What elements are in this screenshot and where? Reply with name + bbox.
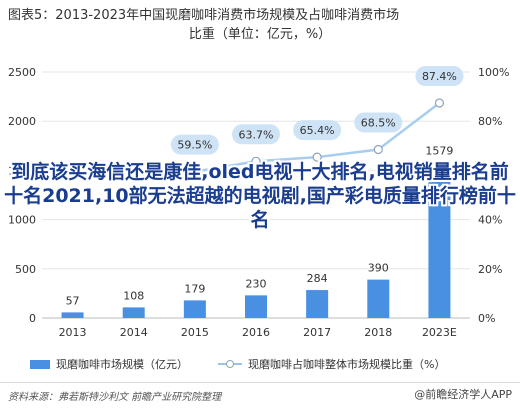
y-left-tick-label: 2500 [8, 66, 36, 79]
line-label-bubble [354, 112, 403, 133]
x-tick-label: 2018 [364, 326, 392, 339]
chart-title-line2: 比重（单位：亿元，%） [188, 27, 332, 42]
bar [122, 307, 145, 318]
line-label-bubble [293, 120, 342, 141]
x-tick-label: 2013 [59, 326, 87, 339]
y-right-tick-label: 80% [478, 115, 502, 128]
bar-value-label: 57 [66, 294, 80, 307]
y-right-tick-label: 100% [478, 66, 509, 79]
y-left-tick-label: 1500 [8, 164, 36, 177]
line-point [434, 98, 445, 108]
chart-title-line1: 图表5：2013-2023年中国现磨咖啡消费市场规模及占咖啡消费市场 [8, 8, 400, 23]
bar [306, 290, 329, 318]
y-right-tick-label: 20% [478, 263, 502, 276]
legend-line-swatch [218, 359, 242, 369]
line-label-bubble [232, 124, 280, 145]
line-value-label: 65.4% [300, 124, 335, 137]
bar-value-label: 1579 [425, 145, 453, 158]
line-point [312, 152, 322, 162]
y-right-tick-label: 40% [478, 214, 502, 227]
bar [367, 279, 390, 318]
y-right-tick-label: 60% [478, 164, 502, 177]
y-right-tick-label: 0% [478, 312, 495, 325]
bar [428, 162, 451, 318]
y-left-tick-label: 500 [15, 263, 36, 276]
bar-value-label: 108 [123, 289, 144, 302]
bar-value-label: 390 [368, 262, 389, 275]
bar [245, 295, 267, 318]
footer-divider [0, 382, 520, 383]
line-point [251, 156, 261, 166]
bar [61, 312, 84, 318]
x-tick-label: 2014 [120, 326, 148, 339]
overlay-text: 到底该买海信还是康佳,oled电视十大排名,电视销量排名前十名2021,10部无… [4, 161, 516, 231]
legend-bar-swatch [30, 359, 50, 369]
brand-label: @前瞻经济学人APP [414, 388, 512, 401]
bar-value-label: 284 [307, 272, 328, 285]
source-note: 资料来源：弗若斯特沙利文 前瞻产业研究院整理 [8, 392, 222, 403]
bar [183, 300, 206, 318]
line-value-label: 59.5% [177, 139, 212, 152]
line-value-label: 68.5% [361, 116, 396, 129]
line-label-bubble [170, 134, 219, 155]
bar-value-label: 179 [184, 282, 205, 295]
x-tick-label: 2015 [181, 326, 209, 339]
legend-line-label: 现磨咖啡占咖啡整体市场规模比重（%） [248, 358, 446, 371]
bar-value-label: 230 [246, 277, 267, 290]
x-tick-label: 2017 [303, 326, 331, 339]
line-label-bubble [415, 65, 464, 86]
line-point [373, 144, 383, 155]
x-tick-label: 2023E [422, 326, 457, 339]
chart-legend: 现磨咖啡市场规模（亿元） 现磨咖啡占咖啡整体市场规模比重（%） [30, 356, 445, 372]
y-left-tick-label: 2000 [8, 115, 36, 128]
y-left-tick-label: 1000 [8, 214, 36, 227]
y-left-tick-label: 0 [29, 312, 36, 325]
line-value-label: 63.7% [239, 128, 274, 141]
x-tick-label: 2016 [242, 326, 270, 339]
line-point [190, 167, 200, 177]
chart-title: 图表5：2013-2023年中国现磨咖啡消费市场规模及占咖啡消费市场 比重（单位… [8, 6, 512, 44]
line-value-label: 87.4% [422, 70, 457, 83]
legend-bar-label: 现磨咖啡市场规模（亿元） [56, 358, 188, 371]
